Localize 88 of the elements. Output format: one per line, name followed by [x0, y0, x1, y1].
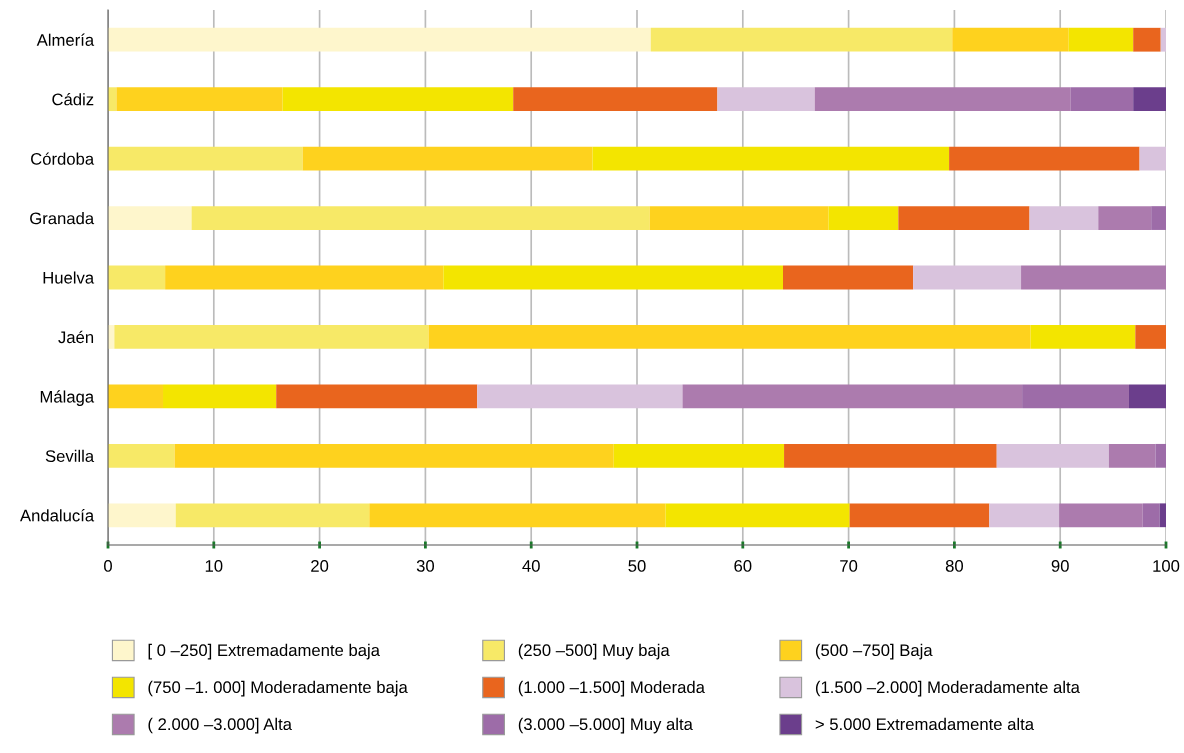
- bar: [1128, 384, 1166, 409]
- bar: [1139, 146, 1166, 171]
- bar: [108, 206, 192, 230]
- y-tick-label: Andalucía: [20, 509, 95, 522]
- x-tick-label: 30: [416, 560, 435, 572]
- bar: [108, 384, 164, 409]
- x-tick-label: 40: [522, 560, 540, 572]
- legend-label: (3.000 –5.000] Muy alta: [518, 717, 693, 734]
- bar: [276, 384, 478, 409]
- bar: [1070, 87, 1134, 112]
- legend-label: (500 –750] Baja: [815, 643, 933, 660]
- bar: [108, 265, 166, 290]
- bar: [443, 265, 783, 290]
- x-tick-label: 80: [945, 560, 964, 572]
- bar: [784, 443, 997, 468]
- bar: [1029, 206, 1099, 230]
- bar: [1133, 27, 1161, 52]
- bar: [665, 503, 850, 528]
- bar: [282, 87, 514, 112]
- x-tick-label: 10: [205, 560, 223, 572]
- bar: [108, 146, 303, 171]
- bar: [949, 146, 1140, 171]
- bar: [1142, 503, 1160, 528]
- bar: [989, 503, 1060, 528]
- bar: [1021, 265, 1166, 290]
- bar: [108, 503, 176, 528]
- y-tick-label: Huelva: [43, 271, 95, 284]
- bar: [828, 206, 899, 230]
- y-tick-label: Málaga: [40, 390, 95, 406]
- bar: [1068, 27, 1134, 52]
- bar: [1155, 443, 1166, 468]
- bar: [783, 265, 914, 290]
- bar: [191, 206, 650, 230]
- bar: [1108, 443, 1156, 468]
- bar: [1160, 27, 1166, 52]
- bar: [1135, 325, 1166, 349]
- bar: [650, 27, 953, 52]
- legend-label: [ 0 –250] Extremadamente baja: [148, 643, 380, 660]
- bar: [513, 87, 718, 112]
- x-tick-label: 50: [628, 560, 646, 572]
- legend-label: (250 –500] Muy baja: [518, 643, 670, 660]
- bar: [849, 503, 990, 528]
- bar: [649, 206, 829, 230]
- bar: [592, 146, 950, 171]
- y-tick-label: Jaén: [58, 330, 94, 344]
- x-tick-label: 60: [734, 560, 752, 572]
- bar: [369, 503, 666, 528]
- bar: [613, 443, 785, 468]
- bar: [996, 443, 1109, 468]
- bar: [1151, 206, 1166, 230]
- bar: [952, 27, 1069, 52]
- x-tick-label: 90: [1051, 560, 1069, 572]
- bar: [682, 384, 1023, 409]
- x-tick-label: 70: [840, 560, 858, 572]
- bar: [1159, 503, 1166, 528]
- bar: [302, 146, 593, 171]
- bar: [814, 87, 1071, 112]
- bar: [898, 206, 1030, 230]
- y-tick-label: Granada: [30, 212, 95, 225]
- bar: [108, 443, 175, 468]
- x-tick-label: 20: [311, 560, 329, 572]
- legend-label: (750 –1. 000] Moderadamente baja: [148, 680, 408, 697]
- legend-label: (1.500 –2.000] Moderadamente alta: [815, 680, 1080, 697]
- y-tick-label: Sevilla: [45, 449, 95, 463]
- legend-label: (1.000 –1.500] Moderada: [518, 680, 705, 697]
- x-tick-label: 0: [104, 560, 112, 572]
- bar: [1098, 206, 1152, 230]
- bar: [163, 384, 277, 409]
- bar: [108, 27, 651, 52]
- bar: [1133, 87, 1166, 112]
- x-tick-label: 100: [1153, 560, 1180, 572]
- legend-label: ( 2.000 –3.000] Alta: [148, 717, 292, 734]
- bar: [174, 443, 614, 468]
- bar: [1059, 503, 1143, 528]
- bar: [175, 503, 370, 528]
- bar: [717, 87, 815, 112]
- bar: [1022, 384, 1129, 409]
- bar: [428, 325, 1031, 349]
- legend-label: > 5.000 Extremadamente alta: [815, 717, 1035, 731]
- bar: [165, 265, 444, 290]
- y-tick-label: Córdoba: [31, 152, 95, 165]
- bar: [913, 265, 1022, 290]
- bar: [1030, 325, 1136, 349]
- bar: [114, 325, 429, 349]
- bar: [116, 87, 283, 112]
- y-tick-label: Cádiz: [52, 92, 94, 106]
- bar: [477, 384, 683, 409]
- y-tick-label: Almería: [36, 33, 95, 46]
